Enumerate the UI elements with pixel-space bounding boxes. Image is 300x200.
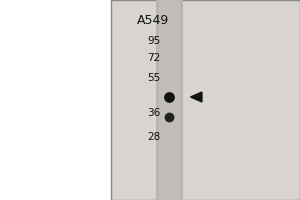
Text: A549: A549 — [137, 14, 169, 27]
Text: 28: 28 — [147, 132, 161, 142]
Text: 36: 36 — [147, 108, 161, 118]
Point — [167, 115, 172, 119]
Text: 95: 95 — [147, 36, 161, 46]
Polygon shape — [190, 92, 202, 102]
Text: 55: 55 — [147, 73, 161, 83]
Bar — [159, 0, 180, 200]
Bar — [156, 0, 183, 200]
Point — [167, 95, 172, 99]
Text: 72: 72 — [147, 53, 161, 63]
Bar — [111, 0, 300, 200]
